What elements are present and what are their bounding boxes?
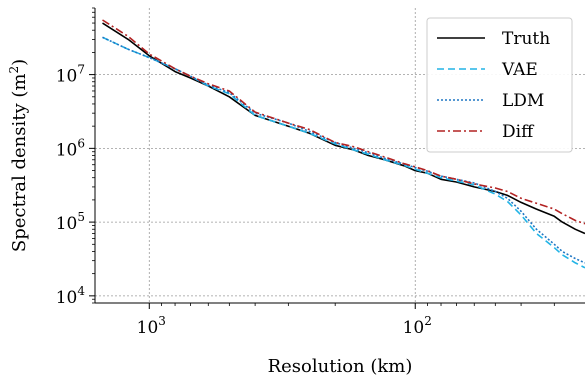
tick-label: 106 bbox=[56, 136, 85, 160]
legend-label-diff: Diff bbox=[502, 122, 535, 142]
legend-label-truth: Truth bbox=[502, 29, 550, 49]
series-line-ldm bbox=[102, 36, 585, 264]
tick-label: 103 bbox=[137, 314, 166, 338]
series-line-vae bbox=[102, 36, 585, 269]
tick-marks: 103 102 104 105 106 107 bbox=[56, 7, 555, 338]
tick-label: 105 bbox=[56, 210, 85, 234]
series-line-diff bbox=[102, 19, 585, 225]
legend-label-ldm: LDM bbox=[502, 91, 544, 111]
legend: Truth VAE LDM Diff bbox=[426, 17, 573, 153]
tick-label: 104 bbox=[56, 284, 86, 308]
y-axis-label: Spectral density (m2) bbox=[7, 59, 30, 252]
tick-label: 102 bbox=[403, 314, 432, 338]
x-axis-label: Resolution (km) bbox=[268, 356, 413, 377]
tick-label: 107 bbox=[56, 63, 85, 87]
legend-box bbox=[426, 17, 573, 153]
legend-label-vae: VAE bbox=[501, 60, 538, 80]
series-lines bbox=[102, 19, 585, 269]
